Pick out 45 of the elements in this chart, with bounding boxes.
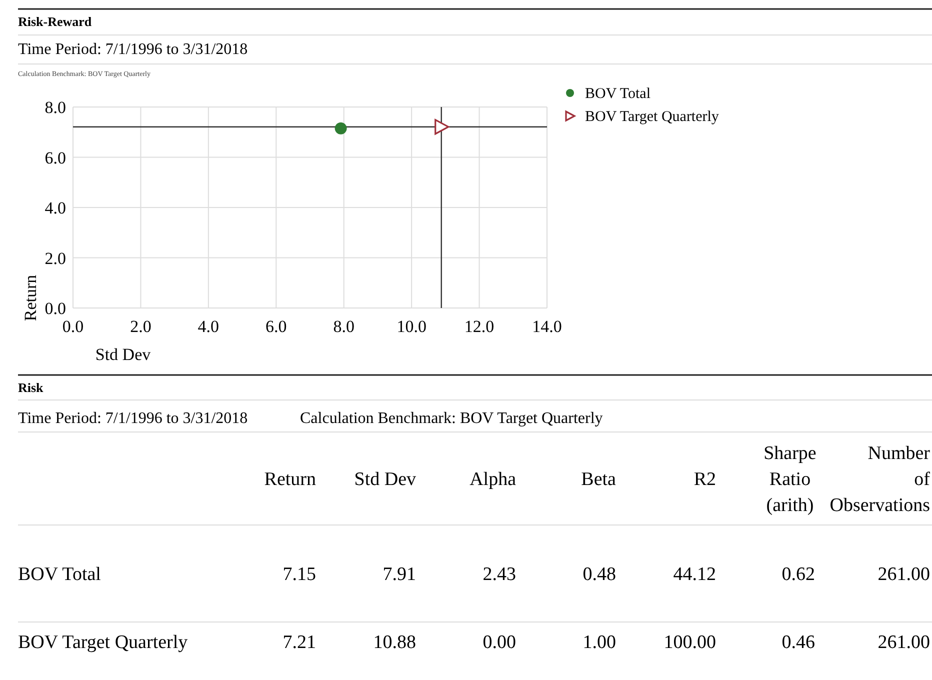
legend-label: BOV Target Quarterly [585, 109, 720, 125]
text: 7.15 [282, 564, 316, 585]
text: Time Period: 7/1/1996 to 3/31/2018 [18, 410, 248, 427]
x-tick-label: 0.0 [62, 317, 84, 336]
category-label: Alpha [470, 469, 517, 490]
category-label: Number of Observations [830, 443, 931, 516]
legend-label: BOV Total [585, 86, 650, 102]
text: 261.00 [878, 632, 930, 653]
category-label: BOV Total [18, 564, 101, 585]
category-label: R2 [694, 469, 716, 490]
text: 0.46 [782, 632, 815, 653]
chart-subtitle: Time Period: 7/1/1996 to 3/31/2018 [18, 41, 248, 58]
x-tick-label: 14.0 [532, 317, 562, 336]
category-label: Std Dev [354, 469, 416, 490]
text: 0.00 [482, 632, 516, 653]
category-label: Beta [581, 469, 617, 490]
text: 0.48 [582, 564, 616, 585]
category-label: Sharpe Ratio (arith) [764, 443, 816, 516]
x-tick-label: 6.0 [266, 317, 287, 336]
text: 0.62 [782, 564, 815, 585]
text: 44.12 [673, 564, 716, 585]
text: 10.88 [373, 632, 416, 653]
x-tick-label: 8.0 [333, 317, 354, 336]
category-label: Return [264, 469, 316, 490]
x-axis-title: Std Dev [95, 345, 152, 364]
text: 2.43 [482, 564, 516, 585]
y-tick-label: 2.0 [44, 248, 66, 268]
text: 261.00 [878, 564, 930, 585]
text: 1.00 [582, 632, 616, 653]
text: Risk [18, 380, 44, 395]
y-axis-title: Return [21, 274, 40, 322]
y-tick-label: 6.0 [44, 148, 66, 168]
x-tick-label: 10.0 [396, 317, 426, 336]
y-tick-label: 8.0 [44, 98, 66, 117]
x-tick-label: 4.0 [198, 317, 220, 336]
text: 7.21 [282, 632, 316, 653]
text: Calculation Benchmark: BOV Target Quarterly [300, 410, 603, 427]
y-tick-label: 0.0 [44, 299, 66, 318]
x-tick-label: 2.0 [130, 317, 152, 336]
x-tick-label: 12.0 [464, 317, 494, 336]
text: 7.91 [382, 564, 416, 585]
category-label: BOV Target Quarterly [18, 632, 188, 653]
text: 100.00 [664, 632, 716, 653]
chart-title: Risk-Reward [18, 14, 92, 29]
y-tick-label: 4.0 [44, 198, 66, 218]
